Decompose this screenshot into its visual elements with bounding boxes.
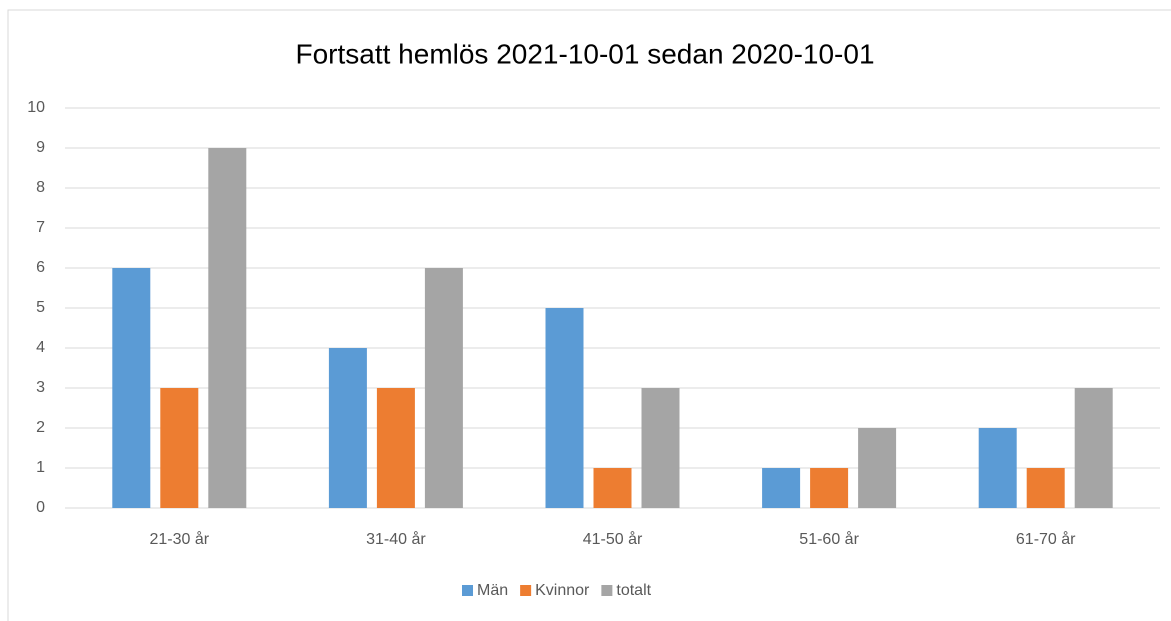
bar (424, 268, 463, 508)
legend-swatch (520, 585, 532, 596)
bar (593, 468, 632, 508)
y-tick-label: 10 (27, 99, 45, 116)
bar (545, 308, 584, 508)
bar (762, 468, 801, 508)
x-tick-label: 21-30 år (150, 530, 210, 548)
y-tick-label: 1 (36, 459, 45, 476)
legend-label: totalt (616, 582, 651, 599)
legend-label: Män (477, 582, 508, 599)
y-tick-label: 9 (36, 139, 45, 156)
bar (1026, 468, 1065, 508)
y-tick-label: 4 (36, 339, 45, 356)
bar (376, 388, 415, 508)
bar (328, 348, 367, 508)
bar (810, 468, 849, 508)
bar (978, 428, 1017, 508)
bar (641, 388, 680, 508)
bar (160, 388, 199, 508)
y-tick-label: 6 (36, 259, 45, 276)
y-tick-label: 3 (36, 379, 45, 396)
y-tick-label: 2 (36, 419, 45, 436)
y-tick-label: 5 (36, 299, 45, 316)
legend-label: Kvinnor (535, 582, 590, 599)
y-tick-label: 7 (36, 219, 45, 236)
legend-swatch (601, 585, 613, 596)
y-tick-label: 8 (36, 179, 45, 196)
bar (112, 268, 151, 508)
y-tick-label: 0 (36, 499, 45, 516)
bar (1074, 388, 1113, 508)
chart-title: Fortsatt hemlös 2021-10-01 sedan 2020-10… (295, 38, 874, 69)
chart-border (7, 9, 1171, 621)
bar (858, 428, 897, 508)
x-tick-label: 41-50 år (583, 530, 643, 548)
legend-swatch (462, 585, 473, 596)
bar (208, 148, 247, 508)
x-tick-label: 61-70 år (1016, 530, 1076, 548)
x-tick-label: 31-40 år (366, 530, 426, 548)
x-tick-label: 51-60 år (799, 530, 859, 548)
